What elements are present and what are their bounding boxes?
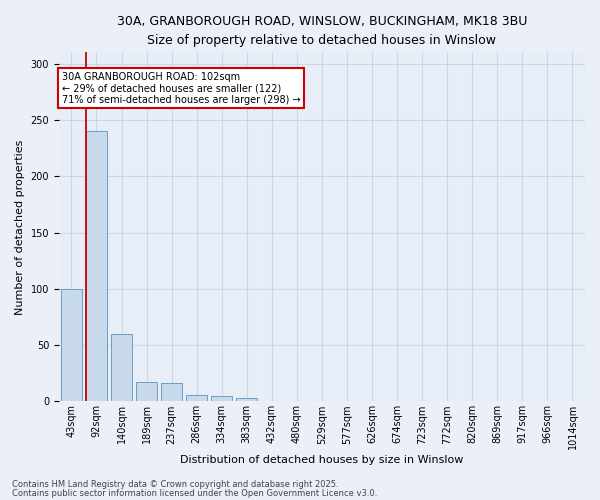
Bar [236,398,257,402]
Text: 30A GRANBOROUGH ROAD: 102sqm
← 29% of detached houses are smaller (122)
71% of s: 30A GRANBOROUGH ROAD: 102sqm ← 29% of de… [62,72,300,104]
Title: 30A, GRANBOROUGH ROAD, WINSLOW, BUCKINGHAM, MK18 3BU
Size of property relative t: 30A, GRANBOROUGH ROAD, WINSLOW, BUCKINGH… [117,15,527,47]
Bar [136,382,157,402]
Bar [186,394,208,402]
Bar [61,289,82,402]
Text: Contains HM Land Registry data © Crown copyright and database right 2025.: Contains HM Land Registry data © Crown c… [12,480,338,489]
Bar [161,384,182,402]
Bar [111,334,132,402]
Text: Contains public sector information licensed under the Open Government Licence v3: Contains public sector information licen… [12,489,377,498]
Bar [211,396,232,402]
Y-axis label: Number of detached properties: Number of detached properties [15,139,25,314]
X-axis label: Distribution of detached houses by size in Winslow: Distribution of detached houses by size … [180,455,464,465]
Bar [86,131,107,402]
